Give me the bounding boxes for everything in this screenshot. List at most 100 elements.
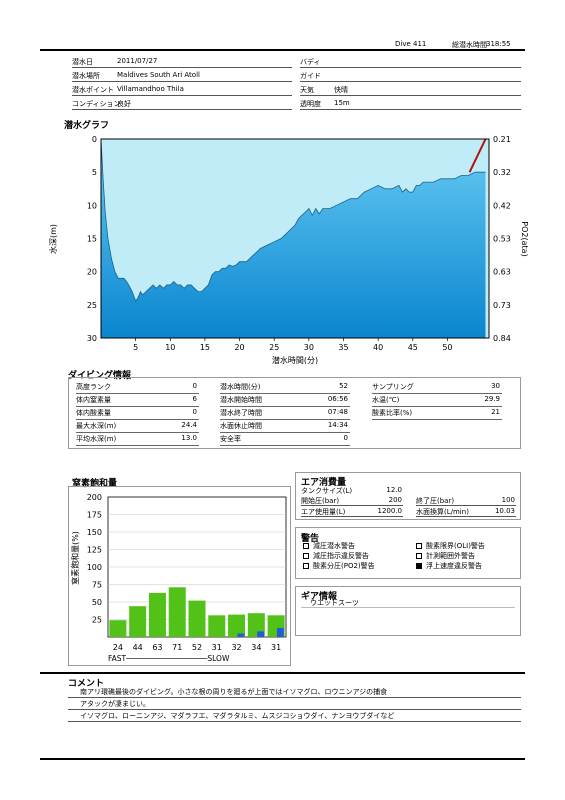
dive-graph-title: 潜水グラフ [64, 121, 110, 131]
tank-label: タンクサイズ(L) [301, 487, 353, 495]
unchecked-box-icon [416, 543, 422, 549]
y-tick-label: 25 [87, 301, 97, 310]
warning-item: 減圧指示違反警告 [303, 551, 369, 561]
depth-area [101, 139, 486, 338]
total-time-value: 318:55 [486, 40, 511, 48]
dive-info-row: 体内窒素量 6 [76, 394, 199, 407]
dive-info-value: 13.0 [181, 434, 197, 442]
dive-info-row: 安全率 0 [220, 433, 350, 446]
n2-bar [228, 614, 246, 637]
y2-tick-label: 0.42 [493, 201, 511, 210]
dive-info-value: 14:34 [327, 421, 348, 429]
n2-y-tick-label: 200 [87, 493, 102, 502]
ascent-alarm-line [468, 138, 487, 173]
comment-line-3: イソマグロ、ローニンアジ、マダラフエ、マダラタルミ、ムスジコショウダイ、ナンヨウ… [80, 712, 395, 720]
n2-category-label: 52 [192, 643, 202, 652]
dive-info-label: 潜水開始時間 [220, 396, 262, 404]
n2-y-tick-label: 100 [87, 563, 102, 572]
surface-rate-label: 水面換算(L/min) [416, 508, 469, 516]
condition-label: コンディション [72, 100, 121, 108]
n2-bar-blue [276, 627, 284, 637]
dive-info-row: 潜水終了時間 07:48 [220, 407, 350, 420]
n2-y-tick-label: 25 [92, 616, 102, 625]
unchecked-box-icon [303, 553, 309, 559]
end-pressure-value: 100 [501, 496, 515, 504]
n2-category-label: 71 [172, 643, 182, 652]
dive-info-value: 24.4 [181, 421, 197, 429]
dive-info-label: 安全率 [220, 435, 241, 443]
n2-y-tick-label: 50 [92, 598, 102, 607]
n2-category-label: 32 [231, 643, 241, 652]
comment-title: コメント [68, 679, 105, 689]
dive-info-box [68, 377, 521, 449]
warning-label: 計測範囲外警告 [426, 552, 475, 560]
warning-label: 酸素限界(OLI)警告 [426, 542, 485, 550]
n2-ylabel: 窒素飽和量(%) [70, 531, 80, 585]
dive-info-label: 水面休止時間 [220, 422, 262, 430]
x-tick-label: 15 [200, 343, 210, 352]
y-tick-label: 0 [92, 135, 97, 144]
n2-category-label: 44 [133, 643, 143, 652]
dive-info-row: 平均水深(m) 13.0 [76, 433, 199, 446]
n2-category-label: 24 [113, 643, 123, 652]
y2-tick-label: 0.21 [493, 135, 511, 144]
n2-bar [188, 600, 206, 637]
warning-item: 酸素限界(OLI)警告 [416, 541, 485, 551]
x-tick-label: 25 [269, 343, 279, 352]
dive-info-value: 07:48 [327, 408, 348, 416]
x-tick-label: 10 [165, 343, 175, 352]
n2-bar-blue [257, 631, 264, 637]
bottom-rule [40, 758, 525, 760]
dive-info-value: 06:56 [327, 395, 348, 403]
n2-bar [208, 615, 226, 637]
air-use-label: エア使用量(L) [301, 508, 346, 516]
date-value: 2011/07/27 [117, 57, 158, 65]
x-tick-label: 30 [304, 343, 314, 352]
point-value: Villamandhoo Thila [117, 85, 184, 93]
dive-info-label: 潜水時間(分) [220, 383, 261, 391]
guide-label: ガイド [300, 72, 321, 80]
n2-bar [109, 620, 127, 637]
gear-box [295, 586, 521, 636]
dive-info-value: 29.9 [484, 395, 500, 403]
n2-category-label: 63 [152, 643, 162, 652]
y-tick-label: 10 [87, 201, 97, 210]
n2-y-tick-label: 150 [87, 528, 102, 537]
warning-label: 減圧指示違反警告 [313, 552, 369, 560]
dive-info-label: 体内酸素量 [76, 409, 111, 417]
y2-tick-label: 0.53 [493, 235, 511, 244]
n2-y-tick-label: 175 [87, 511, 102, 520]
total-time-label: 総潜水時間 [452, 41, 487, 49]
gear-title: ギア情報 [301, 592, 338, 602]
n2-box [68, 486, 291, 666]
x-tick-label: 50 [442, 343, 452, 352]
site-value: Maldives South Ari Atoll [117, 71, 200, 79]
n2-category-label: 31 [212, 643, 222, 652]
y2-tick-label: 0.63 [493, 268, 511, 277]
warning-item: 減圧潜水警告 [303, 541, 355, 551]
dive-info-row: 潜水時間(分) 52 [220, 381, 350, 394]
comment-line-2: アタックが凄まじい。 [80, 700, 150, 708]
warning-label: 減圧潜水警告 [313, 542, 355, 550]
dive-info-row: 最大水深(m) 24.4 [76, 420, 199, 433]
dive-graph: 5 10 15 20 25 30 35 40 45 50 0 5 10 15 20 25 30 0.21 0.32 0… [48, 135, 529, 365]
dive-info-row: 水温(℃) 29.9 [372, 394, 502, 407]
y2-tick-label: 0.73 [493, 301, 511, 310]
dive-info-value: 30 [491, 382, 500, 390]
y2-tick-label: 0.32 [493, 168, 511, 177]
warning-label: 酸素分圧(PO2)警告 [313, 562, 375, 570]
end-pressure-label: 終了圧(bar) [416, 497, 455, 505]
n2-category-label: 31 [271, 643, 281, 652]
dive-info-row: サンプリング 30 [372, 381, 502, 394]
surface-rate-value: 10.03 [494, 507, 515, 515]
tank-value: 12.0 [386, 486, 402, 494]
dive-info-label: 酸素比率(%) [372, 409, 413, 417]
dive-info-row: 体内酸素量 0 [76, 407, 199, 420]
y2-tick-label: 0.84 [493, 334, 511, 343]
dive-info-value: 0 [343, 434, 348, 442]
point-label: 潜水ポイント [72, 86, 114, 94]
visibility-value: 15m [334, 99, 350, 107]
dive-info-row: 水面休止時間 14:34 [220, 420, 350, 433]
dive-info-label: 体内窒素量 [76, 396, 111, 404]
weather-value: 快晴 [334, 86, 348, 94]
